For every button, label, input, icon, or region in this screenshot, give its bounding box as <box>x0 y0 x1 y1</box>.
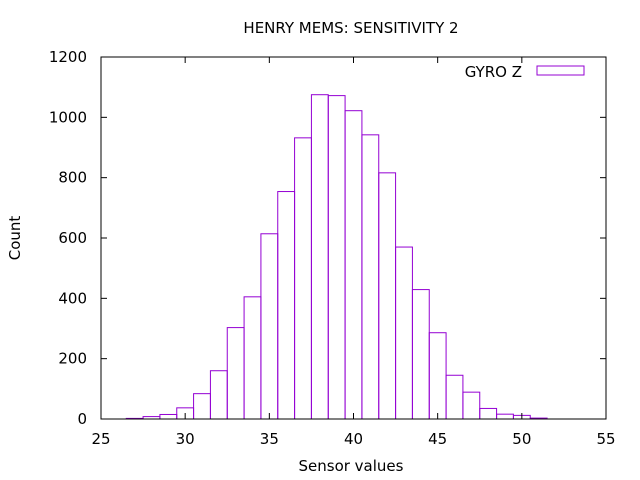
histogram-bar <box>209 370 228 420</box>
y-axis-label: Count <box>6 216 24 261</box>
x-tick-label: 40 <box>344 430 363 448</box>
y-tick-label: 200 <box>58 350 87 368</box>
legend-label: GYRO Z <box>465 63 522 81</box>
histogram-bar <box>327 95 346 420</box>
x-tick-label: 45 <box>428 430 447 448</box>
x-tick-label: 35 <box>260 430 279 448</box>
x-tick-label: 30 <box>176 430 195 448</box>
y-tick-label: 600 <box>58 229 87 247</box>
y-tick-label: 400 <box>58 289 87 307</box>
y-tick-label: 0 <box>77 410 87 428</box>
axis-ticks <box>100 56 607 420</box>
legend: GYRO Z <box>465 63 585 81</box>
histogram-bar <box>428 332 447 420</box>
histogram-bar <box>260 233 279 420</box>
bars-group <box>125 94 548 420</box>
histogram-bar <box>395 246 413 420</box>
y-tick-label: 1200 <box>49 48 87 66</box>
histogram-bar <box>462 391 481 420</box>
histogram-bar <box>445 374 464 420</box>
x-tick-labels: 25 30 35 40 45 50 55 <box>91 430 615 448</box>
x-tick-label: 25 <box>91 430 110 448</box>
histogram-bar <box>378 172 397 420</box>
histogram-bar <box>193 393 211 420</box>
x-axis-label: Sensor values <box>299 457 404 475</box>
y-tick-label: 1000 <box>49 108 87 126</box>
y-tick-labels: 0 200 400 600 800 1000 1200 <box>49 48 87 428</box>
histogram-bar <box>310 94 329 420</box>
histogram-bar <box>226 327 245 420</box>
histogram-bar <box>496 413 514 420</box>
y-tick-label: 800 <box>58 169 87 187</box>
x-tick-label: 55 <box>596 430 615 448</box>
histogram-bar <box>243 296 262 420</box>
histogram-bar <box>361 134 380 420</box>
histogram-bar <box>344 110 363 420</box>
histogram-bar <box>277 191 296 420</box>
histogram-bar <box>411 289 430 420</box>
chart-title: HENRY MEMS: SENSITIVITY 2 <box>243 19 458 37</box>
legend-swatch <box>536 65 585 76</box>
histogram-bar <box>479 407 498 420</box>
x-tick-label: 50 <box>512 430 531 448</box>
histogram-bar <box>294 137 312 420</box>
histogram-bar <box>159 413 178 420</box>
plot-frame <box>100 56 607 420</box>
